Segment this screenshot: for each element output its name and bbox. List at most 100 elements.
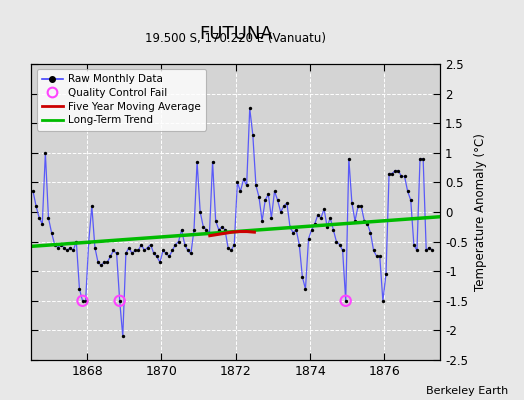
Point [199, 224, 208, 230]
Point [156, 259, 164, 266]
Point [174, 238, 183, 245]
Point [63, 247, 71, 254]
Point [286, 224, 294, 230]
Point [400, 173, 409, 180]
Point [236, 188, 245, 194]
Point [335, 241, 344, 248]
Point [57, 241, 65, 248]
Point [320, 206, 328, 212]
Point [217, 224, 226, 230]
Point [280, 203, 288, 209]
Point [270, 188, 279, 194]
Point [301, 286, 310, 292]
Point [314, 212, 322, 218]
Point [134, 247, 143, 254]
Point [248, 132, 257, 138]
Point [35, 215, 43, 221]
Point [144, 244, 152, 251]
Point [66, 244, 74, 251]
Point [53, 244, 62, 251]
Point [152, 253, 161, 260]
Point [357, 203, 365, 209]
Point [38, 221, 47, 227]
Point [168, 247, 177, 254]
Point [243, 182, 251, 188]
Point [149, 250, 158, 257]
Point [122, 250, 130, 257]
Point [379, 298, 387, 304]
Point [159, 247, 167, 254]
Point [115, 298, 124, 304]
Point [209, 158, 217, 165]
Point [178, 226, 186, 233]
Point [78, 298, 86, 304]
Point [332, 238, 341, 245]
Point [382, 271, 390, 277]
Point [110, 247, 118, 254]
Point [78, 298, 86, 304]
Point [308, 226, 316, 233]
Point [44, 215, 52, 221]
Point [329, 226, 337, 233]
Point [118, 333, 127, 340]
Point [29, 188, 37, 194]
Point [94, 259, 102, 266]
Point [246, 105, 254, 112]
Point [416, 156, 424, 162]
Point [348, 200, 356, 206]
Point [407, 197, 415, 203]
Point [75, 286, 84, 292]
Point [113, 250, 121, 257]
Point [84, 238, 93, 245]
Point [137, 241, 146, 248]
Point [190, 226, 198, 233]
Point [304, 236, 313, 242]
Title: FUTUNA: FUTUNA [199, 25, 272, 43]
Point [252, 182, 260, 188]
Point [292, 226, 300, 233]
Point [413, 247, 421, 254]
Point [193, 158, 201, 165]
Point [323, 224, 331, 230]
Point [345, 156, 353, 162]
Point [60, 244, 68, 251]
Point [10, 191, 19, 198]
Point [97, 262, 105, 268]
Point [69, 247, 78, 254]
Point [326, 215, 334, 221]
Point [295, 241, 303, 248]
Point [13, 200, 21, 206]
Point [425, 244, 433, 251]
Point [403, 188, 412, 194]
Point [103, 259, 112, 266]
Point [289, 230, 297, 236]
Point [388, 170, 396, 177]
Legend: Raw Monthly Data, Quality Control Fail, Five Year Moving Average, Long-Term Tren: Raw Monthly Data, Quality Control Fail, … [37, 69, 206, 130]
Point [221, 226, 229, 233]
Point [224, 244, 232, 251]
Point [298, 274, 307, 280]
Point [16, 218, 25, 224]
Point [373, 253, 381, 260]
Point [351, 218, 359, 224]
Point [354, 203, 362, 209]
Point [227, 247, 235, 254]
Point [363, 221, 372, 227]
Point [26, 188, 34, 194]
Point [277, 209, 285, 215]
Y-axis label: Temperature Anomaly (°C): Temperature Anomaly (°C) [474, 133, 487, 291]
Point [394, 167, 402, 174]
Point [23, 191, 31, 198]
Point [212, 218, 220, 224]
Point [239, 176, 248, 183]
Point [376, 253, 384, 260]
Point [106, 253, 115, 260]
Point [419, 156, 428, 162]
Point [342, 298, 350, 304]
Point [72, 238, 81, 245]
Point [50, 241, 59, 248]
Point [255, 194, 263, 200]
Point [187, 250, 195, 257]
Point [317, 215, 325, 221]
Point [88, 203, 96, 209]
